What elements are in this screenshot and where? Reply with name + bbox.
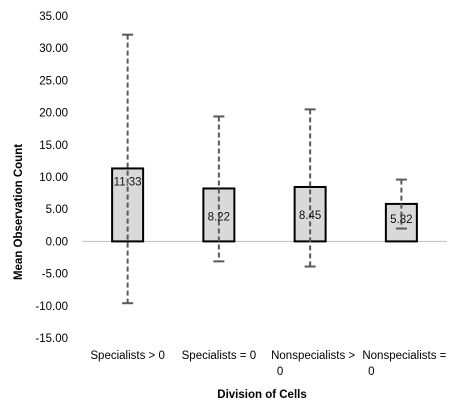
category-label: Nonspecialists =: [362, 350, 446, 362]
data-label: 8.45: [299, 210, 321, 222]
y-axis-ticks: 35.00 30.00 25.00 20.00 15.00 10.00 5.00 0.00 -5…: [35, 11, 68, 345]
y-tick-label: 15.00: [39, 140, 68, 152]
y-tick-label: -5.00: [42, 269, 68, 281]
category-labels: Specialists > 0 Specialists = 0 Nonspecial…: [90, 350, 446, 378]
y-tick-label: 30.00: [39, 43, 68, 55]
category-label: Specialists > 0: [90, 350, 164, 362]
y-tick-label: 25.00: [39, 75, 68, 87]
y-axis-title: Mean Observation Count: [13, 144, 25, 280]
data-label: 5.82: [390, 214, 412, 226]
data-label: 11.33: [114, 176, 142, 188]
y-tick-label: 0.00: [46, 236, 68, 248]
y-tick-label: 5.00: [46, 204, 68, 216]
category-label: Specialists = 0: [182, 350, 256, 362]
data-label: 8.22: [208, 211, 230, 223]
category-label: 0: [368, 366, 374, 378]
y-tick-label: 20.00: [39, 108, 68, 120]
svg-text:Mean Observation Count: Mean Observation Count: [13, 144, 25, 280]
category-label: 0: [277, 366, 283, 378]
y-tick-label: -15.00: [35, 333, 68, 345]
data-labels: 11.33 8.22 8.45 5.82: [114, 176, 413, 225]
error-bars: [122, 33, 407, 305]
bar-series: [111, 167, 418, 243]
y-tick-label: 35.00: [39, 11, 68, 23]
x-axis-title: Division of Cells: [217, 389, 306, 401]
y-tick-label: -10.00: [35, 301, 68, 313]
category-label: Nonspecialists >: [271, 350, 355, 362]
y-tick-label: 10.00: [39, 172, 68, 184]
